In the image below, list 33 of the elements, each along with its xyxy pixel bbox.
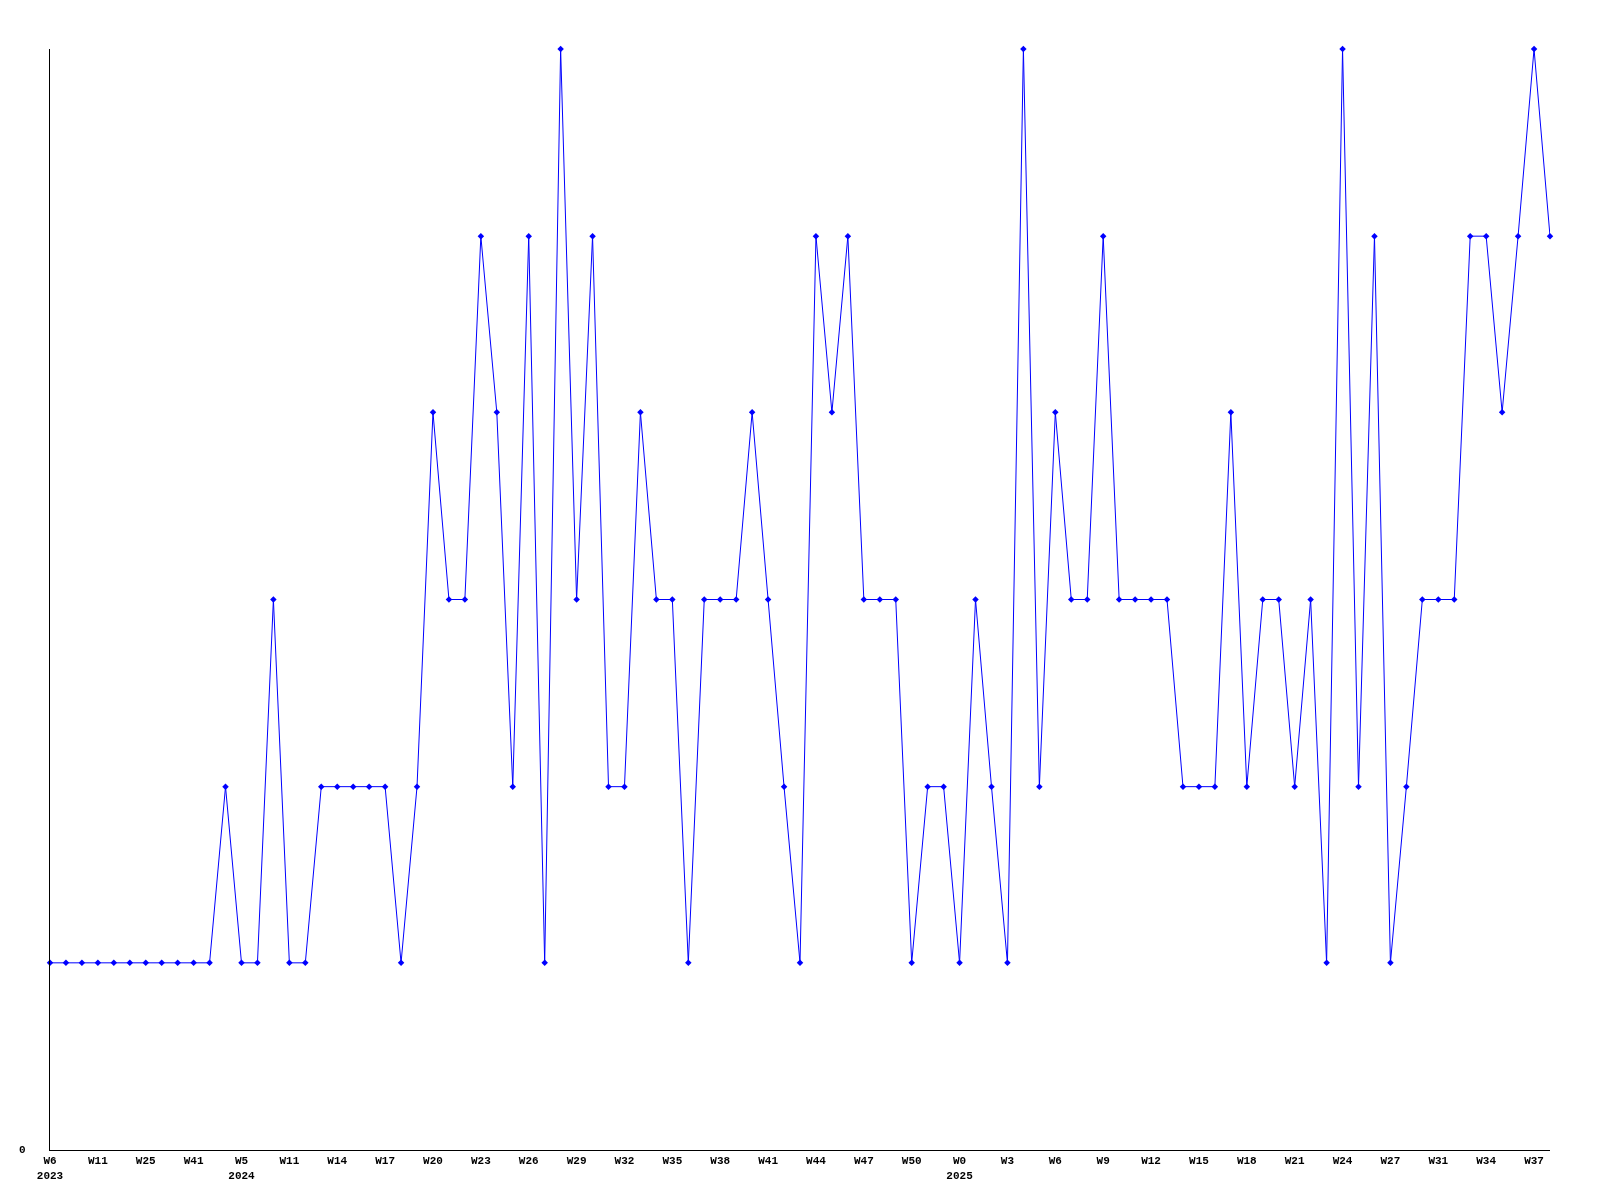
- x-tick-label: W5 2024: [228, 1155, 256, 1182]
- text: 0: [19, 1144, 26, 1156]
- x-tick-label: W18: [1236, 1155, 1258, 1168]
- x-tick-label: W50: [901, 1155, 922, 1168]
- x-tick-label: W9: [1096, 1155, 1110, 1168]
- x-tick-label: W0 2025: [946, 1155, 974, 1182]
- x-tick-label: W41: [758, 1155, 779, 1168]
- x-tick-label: W41: [183, 1155, 204, 1168]
- x-tick-label: W14: [327, 1155, 348, 1168]
- x-tick-label: W21: [1284, 1155, 1305, 1168]
- x-tick-label: W32: [614, 1155, 635, 1168]
- x-tick-label: W26: [518, 1155, 539, 1168]
- x-tick-label: W47: [853, 1155, 874, 1168]
- x-tick-label: W12: [1141, 1155, 1161, 1168]
- x-tick-label: W35: [662, 1155, 683, 1168]
- x-tick-label: W23: [470, 1155, 492, 1168]
- x-tick-label: W31: [1428, 1155, 1449, 1168]
- x-tick-label: W3: [1000, 1155, 1015, 1168]
- x-tick-label: W44: [806, 1155, 827, 1168]
- x-tick-label: W38: [710, 1155, 731, 1168]
- x-tick-label: W17: [375, 1155, 396, 1168]
- x-tick-label: W6 2023: [36, 1155, 64, 1182]
- x-tick-label: W37: [1524, 1155, 1544, 1168]
- x-tick-label: W25: [135, 1155, 157, 1168]
- x-tick-label: W6: [1048, 1155, 1062, 1168]
- x-tick-label: W11: [87, 1155, 109, 1168]
- x-tick-label: W29: [566, 1155, 587, 1168]
- x-tick-label: W27: [1380, 1155, 1401, 1168]
- x-tick-label: W15: [1189, 1155, 1210, 1168]
- x-tick-label: W34: [1476, 1155, 1497, 1168]
- x-tick-label: W20: [423, 1155, 443, 1168]
- x-tick-label: W24: [1332, 1155, 1353, 1168]
- x-tick-label: W11: [279, 1155, 300, 1168]
